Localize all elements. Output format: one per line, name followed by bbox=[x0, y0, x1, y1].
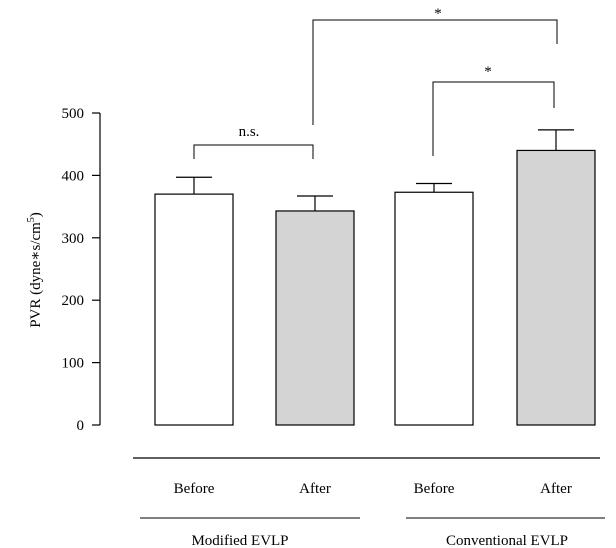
bars bbox=[154, 149, 596, 426]
bar bbox=[394, 191, 474, 426]
bar bbox=[154, 193, 234, 426]
significance-bracket-after: * bbox=[312, 6, 558, 125]
bar bbox=[516, 149, 596, 426]
category-label: Before bbox=[174, 481, 215, 497]
error-bars bbox=[176, 129, 574, 211]
y-tick-label: 400 bbox=[62, 168, 85, 184]
y-axis-label: PVR (dyne∗s/cm5) bbox=[26, 212, 44, 328]
y-tick-label: 300 bbox=[62, 231, 85, 247]
significance-label-conventional: * bbox=[484, 64, 492, 80]
category-labels: Before After Before After bbox=[174, 481, 572, 497]
significance-bracket-conventional: * bbox=[432, 64, 555, 156]
category-label: Before bbox=[414, 481, 455, 497]
y-tick-label: 500 bbox=[62, 106, 85, 122]
bar bbox=[275, 210, 355, 426]
y-tick-label: 200 bbox=[62, 293, 85, 309]
significance-label-after: * bbox=[434, 6, 442, 22]
y-tick-label: 0 bbox=[77, 418, 85, 434]
category-label: After bbox=[540, 481, 572, 497]
y-tick-label: 100 bbox=[62, 356, 85, 372]
significance-label-ns: n.s. bbox=[239, 124, 260, 140]
group-label-modified: Modified EVLP bbox=[191, 533, 288, 548]
y-axis-ticks: 0 100 200 300 400 500 bbox=[62, 106, 100, 434]
group-label-conventional: Conventional EVLP bbox=[446, 533, 568, 548]
category-label: After bbox=[299, 481, 331, 497]
significance-bracket-ns: n.s. bbox=[193, 124, 314, 159]
